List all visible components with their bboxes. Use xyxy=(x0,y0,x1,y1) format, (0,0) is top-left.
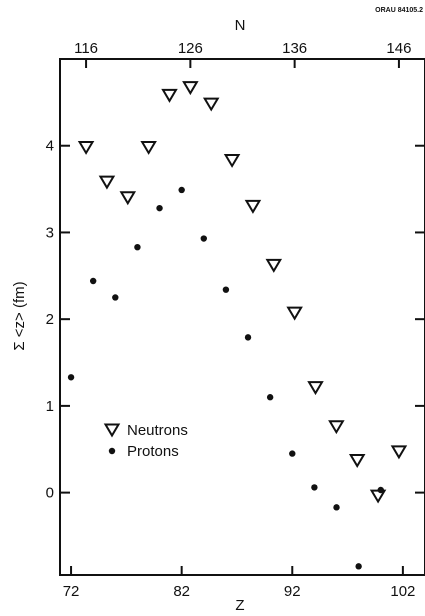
top-axis-title: N xyxy=(235,17,246,34)
proton-point xyxy=(377,486,384,494)
proton-point xyxy=(355,563,362,570)
x-top-tick-label: 136 xyxy=(282,40,307,57)
legend-neutrons-marker xyxy=(103,423,121,438)
neutron-point xyxy=(202,97,220,112)
proton-point xyxy=(311,484,318,491)
legend: Neutrons Protons xyxy=(103,422,188,460)
proton-point xyxy=(266,394,274,401)
neutron-point xyxy=(161,88,178,103)
data-points xyxy=(67,81,408,570)
axis-ticks: 72 82 92 102 116 126 136 146 0 1 2 3 4 xyxy=(46,40,425,600)
proton-point xyxy=(244,334,252,341)
neutron-point xyxy=(77,140,95,155)
proton-point xyxy=(333,504,340,511)
report-id: ORAU 84105.2 xyxy=(375,7,423,14)
x-bottom-tick-label: 72 xyxy=(63,583,80,600)
neutron-point xyxy=(307,381,324,396)
legend-protons-marker xyxy=(108,447,116,455)
proton-point xyxy=(67,374,75,381)
x-bottom-tick-label: 102 xyxy=(390,583,415,600)
proton-point xyxy=(89,277,97,285)
neutron-point xyxy=(244,199,262,214)
neutron-point xyxy=(223,153,241,168)
y-tick-label: 0 xyxy=(46,485,54,502)
y-tick-label: 4 xyxy=(46,138,54,155)
x-bottom-tick-label: 92 xyxy=(284,583,301,600)
proton-point xyxy=(289,450,296,457)
y-tick-label: 1 xyxy=(46,398,54,415)
proton-point xyxy=(178,186,185,194)
legend-neutrons-label: Neutrons xyxy=(127,422,188,439)
neutron-point xyxy=(328,420,345,435)
proton-point xyxy=(200,235,207,242)
y-tick-label: 3 xyxy=(46,224,54,241)
neutron-point xyxy=(98,175,116,190)
x-top-tick-label: 116 xyxy=(74,40,98,57)
x-top-tick-label: 126 xyxy=(178,40,203,57)
neutron-point xyxy=(390,445,408,460)
proton-point xyxy=(156,204,163,212)
bottom-axis-title: Z xyxy=(235,597,244,614)
x-top-tick-label: 146 xyxy=(386,40,411,57)
proton-point xyxy=(222,286,230,293)
plot-frame xyxy=(59,58,425,576)
legend-protons-label: Protons xyxy=(127,443,179,460)
proton-point xyxy=(134,243,141,251)
y-axis-title: Σ <z> (fm) xyxy=(11,281,28,350)
y-tick-label: 2 xyxy=(46,311,54,328)
neutron-point xyxy=(348,454,366,468)
neutron-point xyxy=(182,81,199,96)
neutron-point xyxy=(140,140,157,155)
neutron-point xyxy=(265,258,283,273)
x-bottom-tick-label: 82 xyxy=(173,583,190,600)
proton-point xyxy=(112,294,119,301)
neutron-point xyxy=(119,191,137,206)
neutron-point xyxy=(286,306,303,321)
